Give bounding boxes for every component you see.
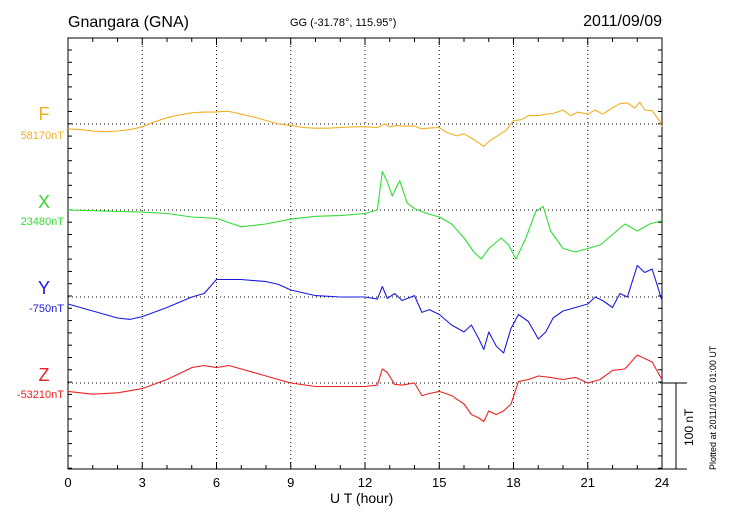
series-line-y [67,264,663,354]
baseline-label-f: 58170nT [20,130,64,142]
x-axis-label: U T (hour) [330,490,394,506]
series-line-f [67,101,663,147]
series-label-x: X [37,192,50,212]
station-title: Gnangara (GNA) [68,14,189,31]
scale-bar-label: 100 nT [682,408,696,446]
x-tick-label-6: 6 [213,475,220,490]
series-label-z: Z [38,365,50,385]
series-lines [67,101,663,423]
x-tick-label-18: 18 [506,475,520,490]
plotted-timestamp: Plotted at 2011/10/10 01:00 UT [708,345,718,470]
x-tick-label-15: 15 [432,475,446,490]
series-line-x [67,170,663,260]
series-label-f: F [38,104,50,124]
x-tick-label-24: 24 [655,475,669,490]
grid-lines [68,38,662,469]
x-axis-ticks: 0 3 6 9 12 15 18 21 24 [64,38,669,490]
x-tick-label-3: 3 [139,475,146,490]
station-coordinates: GG (-31.78°, 115.95°) [290,17,397,29]
x-tick-label-0: 0 [64,475,71,490]
plot-date: 2011/09/09 [583,13,662,30]
baseline-label-z: -53210nT [16,389,64,401]
x-tick-label-21: 21 [581,475,595,490]
series-label-y: Y [37,278,50,298]
x-tick-label-12: 12 [358,475,372,490]
series-line-z [67,354,663,423]
baseline-label-x: 23480nT [20,216,64,228]
x-tick-label-9: 9 [287,475,294,490]
baseline-label-y: -750nT [29,303,64,315]
scale-bar [662,382,687,470]
